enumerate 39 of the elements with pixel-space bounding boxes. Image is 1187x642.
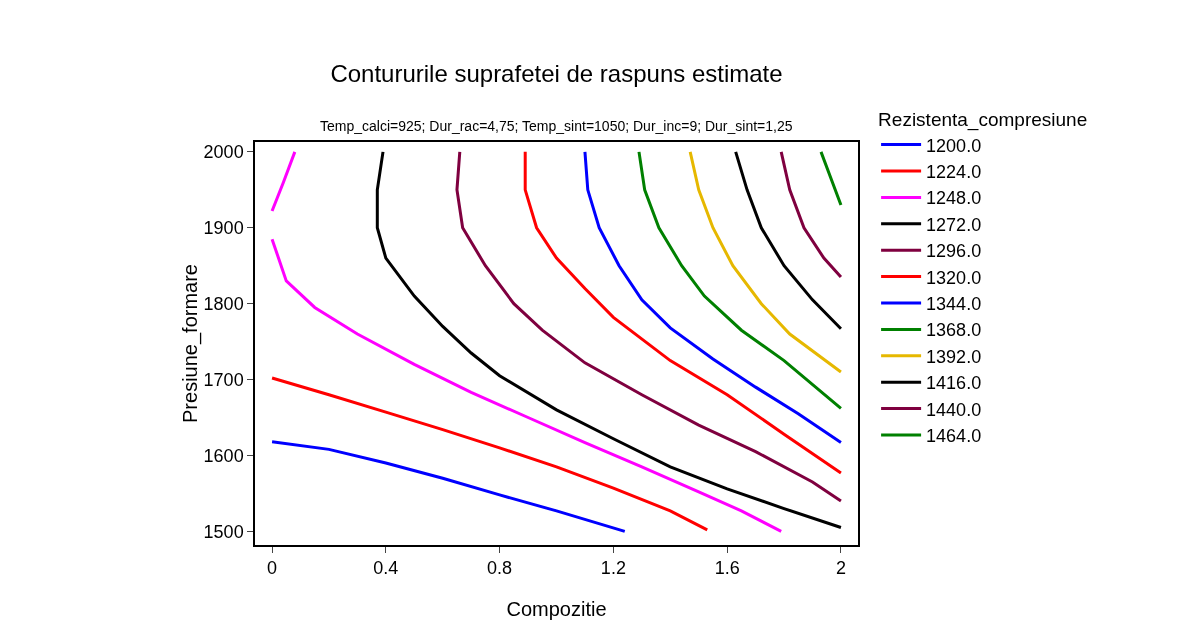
y-tick-label: 2000 bbox=[203, 142, 244, 163]
legend-label: 1392.0 bbox=[926, 346, 982, 367]
line-series bbox=[637, 150, 843, 410]
x-tick-label: 0.4 bbox=[373, 558, 399, 579]
y-tick-label: 1900 bbox=[203, 218, 244, 239]
line-series bbox=[270, 440, 627, 533]
line-series bbox=[270, 376, 709, 532]
line-series bbox=[583, 150, 843, 445]
y-tick-label: 1500 bbox=[203, 521, 244, 542]
legend-label: 1440.0 bbox=[926, 399, 982, 420]
legend-label: 1320.0 bbox=[926, 267, 982, 288]
y-tick-label: 1600 bbox=[203, 445, 244, 466]
legend-label: 1416.0 bbox=[926, 373, 982, 394]
chart-title: Contururile suprafetei de raspuns estimate bbox=[330, 60, 783, 88]
chart-subtitle: Temp_calci=925; Dur_rac=4,75; Temp_sint=1050; Dur_inc=9; Dur_sint=1,25 bbox=[320, 118, 793, 134]
legend-label: 1248.0 bbox=[926, 188, 982, 209]
legend-label: 1224.0 bbox=[926, 162, 982, 183]
line-series bbox=[523, 150, 843, 475]
legend-label: 1464.0 bbox=[926, 426, 982, 447]
legend-label: 1272.0 bbox=[926, 214, 982, 235]
legend-label: 1344.0 bbox=[926, 294, 982, 315]
legend-label: 1296.0 bbox=[926, 241, 982, 262]
legend-label: 1200.0 bbox=[926, 135, 982, 156]
y-tick-label: 1800 bbox=[203, 293, 244, 314]
line-series bbox=[688, 150, 843, 374]
line-series bbox=[455, 150, 843, 503]
x-tick-label: 0.8 bbox=[487, 558, 513, 579]
x-tick-label: 2 bbox=[835, 558, 846, 579]
legend-label: 1368.0 bbox=[926, 320, 982, 341]
x-axis-title: Compozitie bbox=[506, 597, 607, 620]
y-tick-label: 1700 bbox=[203, 369, 244, 390]
x-tick-label: 1.6 bbox=[714, 558, 740, 579]
line-series bbox=[779, 150, 843, 279]
line-series bbox=[375, 150, 843, 530]
x-tick-label: 0 bbox=[267, 558, 278, 579]
line-series bbox=[734, 150, 843, 331]
legend-title: Rezistenta_compresiune bbox=[878, 109, 1088, 132]
x-tick-label: 1.2 bbox=[600, 558, 626, 579]
y-axis-title: Presiune_formare bbox=[178, 264, 202, 423]
